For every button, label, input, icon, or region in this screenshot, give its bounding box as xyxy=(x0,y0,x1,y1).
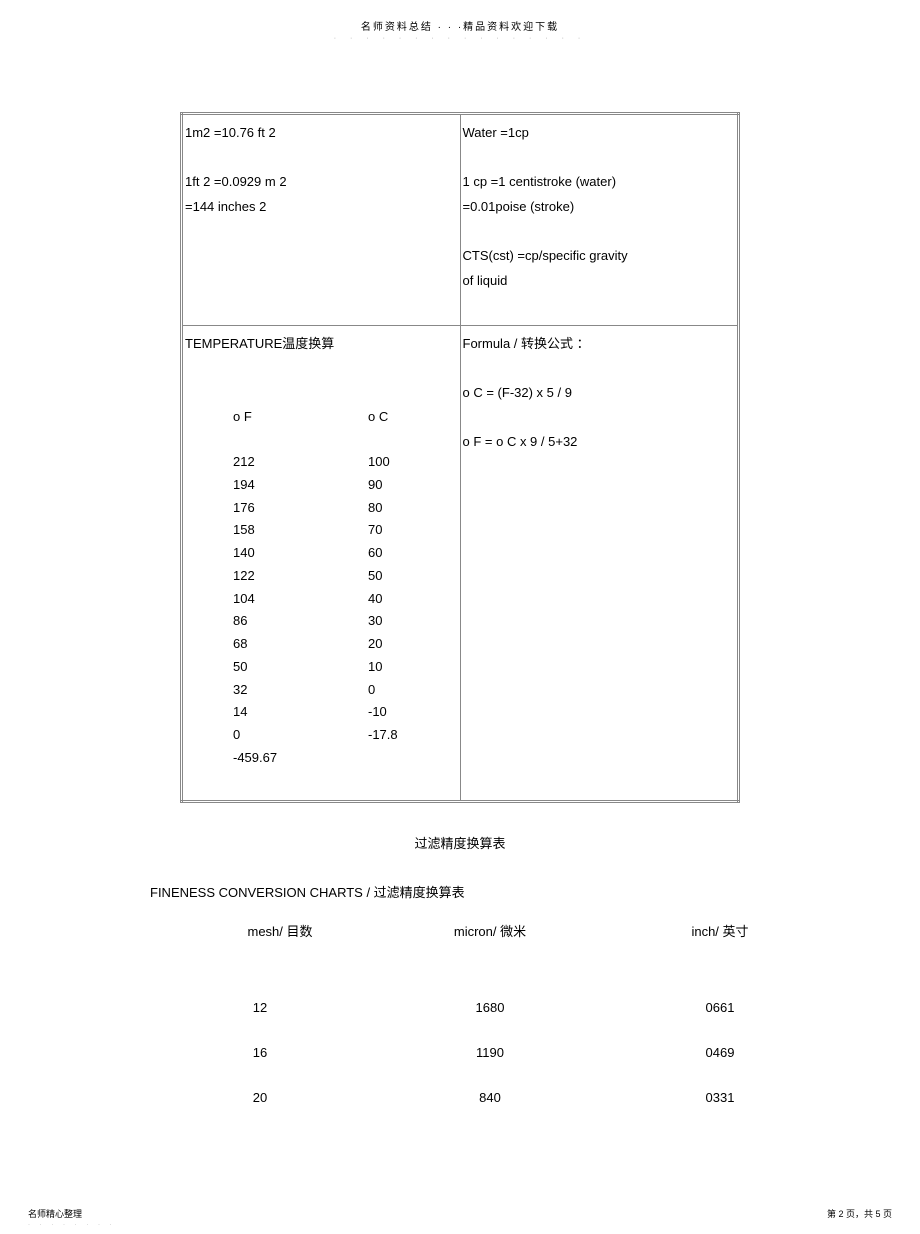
temp-row: 10440 xyxy=(233,588,456,611)
temp-value-c: 30 xyxy=(368,610,382,633)
fineness-inch: 0331 xyxy=(630,1090,810,1105)
temp-value-f: 194 xyxy=(233,474,368,497)
text-line: 1m2 =10.76 ft 2 xyxy=(185,121,456,146)
temp-value-c: 20 xyxy=(368,633,382,656)
fineness-inch: 0661 xyxy=(630,1000,810,1015)
fineness-mesh: 16 xyxy=(170,1045,350,1060)
text-line xyxy=(185,146,456,171)
text-line: =144 inches 2 xyxy=(185,195,456,220)
temp-value-f: 176 xyxy=(233,497,368,520)
temp-value-c: 80 xyxy=(368,497,382,520)
text-line xyxy=(463,146,734,171)
text-line xyxy=(463,356,734,381)
temp-value-c: 50 xyxy=(368,565,382,588)
footer-right: 第 2 页，共 5 页 xyxy=(827,1207,892,1220)
temp-row: 212100 xyxy=(233,451,456,474)
temp-header-row: o F o C xyxy=(233,406,456,429)
temp-value-c: 0 xyxy=(368,679,375,702)
temp-value-c: -17.8 xyxy=(368,724,398,747)
fineness-col-inch: inch/ 英寸 xyxy=(630,921,810,940)
temp-value-c: 70 xyxy=(368,519,382,542)
temp-value-c: 60 xyxy=(368,542,382,565)
temp-value-c: 90 xyxy=(368,474,382,497)
fineness-row: 16 1190 0469 xyxy=(170,1045,810,1060)
temp-value-c: 100 xyxy=(368,451,390,474)
text-line: 1ft 2 =0.0929 m 2 xyxy=(185,170,456,195)
cell-area: 1m2 =10.76 ft 2 1ft 2 =0.0929 m 2 =144 i… xyxy=(182,114,461,326)
fineness-mesh: 20 xyxy=(170,1090,350,1105)
fineness-inch: 0469 xyxy=(630,1045,810,1060)
footer-left: 名师精心整理 xyxy=(28,1207,82,1220)
cell-viscosity: Water =1cp 1 cp =1 centistroke (water) =… xyxy=(460,114,739,326)
temp-value-c: -10 xyxy=(368,701,387,724)
text-line xyxy=(463,406,734,431)
cell-temperature: TEMPERATURE温度换算 o F o C 2121001949017680… xyxy=(182,325,461,802)
temp-col-f: o F xyxy=(233,406,368,429)
fineness-row: 12 1680 0661 xyxy=(170,1000,810,1015)
temp-row: 6820 xyxy=(233,633,456,656)
page-header-dots: · · · · · · · · · · · · · · · · xyxy=(0,35,920,42)
temp-row: 14060 xyxy=(233,542,456,565)
temp-value-f: 140 xyxy=(233,542,368,565)
temp-value-f: 32 xyxy=(233,679,368,702)
text-line xyxy=(463,294,734,319)
footer-left-dots: · · · · · · · · xyxy=(28,1222,116,1228)
temp-row: 14-10 xyxy=(233,701,456,724)
temp-value-f: 158 xyxy=(233,519,368,542)
cell-formula: Formula / 转换公式 ： o C = (F-32) x 5 / 9 o … xyxy=(460,325,739,802)
temp-value-f: 68 xyxy=(233,633,368,656)
temp-value-f: -459.67 xyxy=(233,747,368,770)
fineness-micron: 840 xyxy=(400,1090,580,1105)
fineness-col-micron: micron/ 微米 xyxy=(400,921,580,940)
temp-value-c: 10 xyxy=(368,656,382,679)
fineness-title: FINENESS CONVERSION CHARTS / 过滤精度换算表 xyxy=(150,882,920,901)
section-title: 过滤精度换算表 xyxy=(0,833,920,852)
temp-value-f: 104 xyxy=(233,588,368,611)
fineness-table: mesh/ 目数 micron/ 微米 inch/ 英寸 12168006611… xyxy=(170,921,810,1105)
fineness-micron: 1680 xyxy=(400,1000,580,1015)
page-header: 名师资料总结 · · ·精品资料欢迎下载 xyxy=(0,0,920,33)
text-line: Water =1cp xyxy=(463,121,734,146)
temp-row: -459.67 xyxy=(233,747,456,770)
temp-row: 12250 xyxy=(233,565,456,588)
temp-row: 19490 xyxy=(233,474,456,497)
text-line: Formula / 转换公式 ： xyxy=(463,332,734,357)
conversion-table: 1m2 =10.76 ft 2 1ft 2 =0.0929 m 2 =144 i… xyxy=(180,112,740,803)
temp-row: 15870 xyxy=(233,519,456,542)
text-line: o F = o C x 9 / 5+32 xyxy=(463,430,734,455)
text-line: CTS(cst) =cp/specific gravity xyxy=(463,244,734,269)
text-line: =0.01poise (stroke) xyxy=(463,195,734,220)
fineness-micron: 1190 xyxy=(400,1045,580,1060)
temp-row: 8630 xyxy=(233,610,456,633)
temp-row: 5010 xyxy=(233,656,456,679)
fineness-row: 20 840 0331 xyxy=(170,1090,810,1105)
fineness-col-mesh: mesh/ 目数 xyxy=(170,921,350,940)
temp-value-f: 50 xyxy=(233,656,368,679)
temp-value-f: 212 xyxy=(233,451,368,474)
temp-row: 17680 xyxy=(233,497,456,520)
temp-row: 320 xyxy=(233,679,456,702)
temp-col-c: o C xyxy=(368,406,388,429)
text-line xyxy=(463,220,734,245)
text-line: of liquid xyxy=(463,269,734,294)
temp-value-f: 122 xyxy=(233,565,368,588)
temp-value-f: 14 xyxy=(233,701,368,724)
temp-value-c: 40 xyxy=(368,588,382,611)
text-line: 1 cp =1 centistroke (water) xyxy=(463,170,734,195)
temp-row: 0-17.8 xyxy=(233,724,456,747)
temp-value-f: 0 xyxy=(233,724,368,747)
temp-value-f: 86 xyxy=(233,610,368,633)
temp-heading: TEMPERATURE温度换算 xyxy=(185,332,456,357)
fineness-mesh: 12 xyxy=(170,1000,350,1015)
text-line: o C = (F-32) x 5 / 9 xyxy=(463,381,734,406)
fineness-header-row: mesh/ 目数 micron/ 微米 inch/ 英寸 xyxy=(170,921,810,940)
